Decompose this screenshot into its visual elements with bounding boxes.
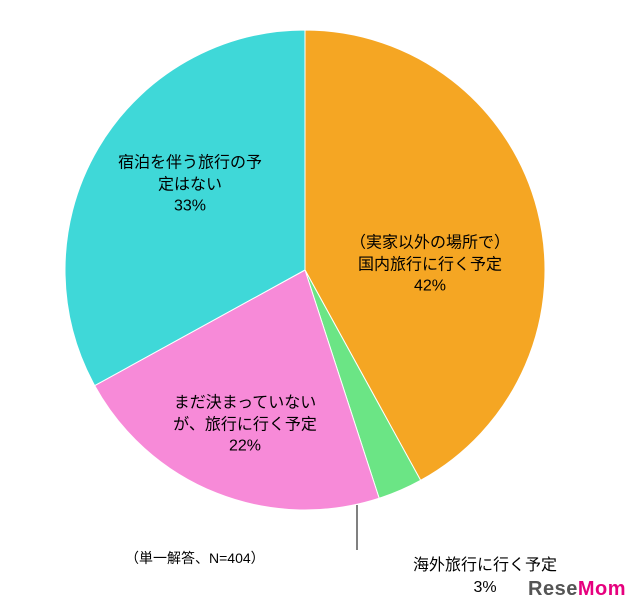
pie-chart xyxy=(0,0,640,614)
pie-chart-container: （実家以外の場所で） 国内旅行に行く予定 42%海外旅行に行く予定 3%まだ決ま… xyxy=(0,0,640,614)
chart-footnote: （単一解答、N=404） xyxy=(125,548,265,568)
